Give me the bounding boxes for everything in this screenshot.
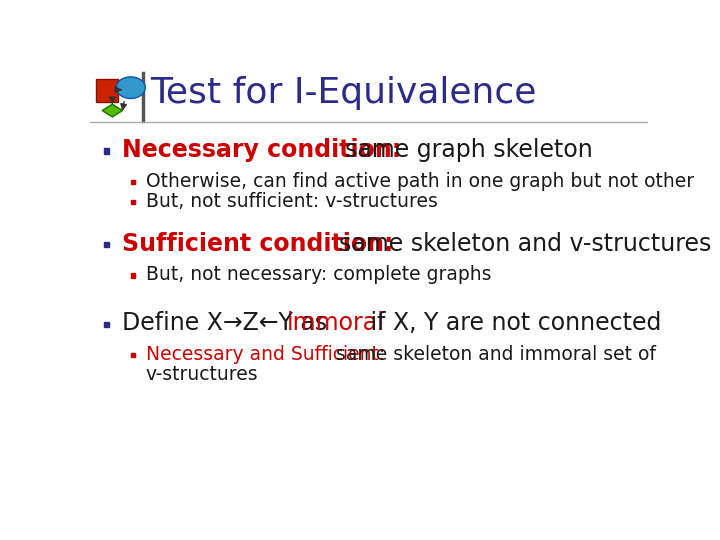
FancyBboxPatch shape xyxy=(131,273,135,278)
Text: Necessary and Sufficient:: Necessary and Sufficient: xyxy=(145,345,391,364)
Text: Sufficient condition:: Sufficient condition: xyxy=(122,232,402,255)
Text: Test for I-Equivalence: Test for I-Equivalence xyxy=(150,76,536,110)
Text: immoral: immoral xyxy=(287,312,385,335)
FancyBboxPatch shape xyxy=(131,200,135,204)
Text: Necessary condition:: Necessary condition: xyxy=(122,138,410,162)
Text: But, not necessary: complete graphs: But, not necessary: complete graphs xyxy=(145,265,491,284)
Text: Define X→Z←Y as: Define X→Z←Y as xyxy=(122,312,335,335)
Text: same skeleton and immoral set of: same skeleton and immoral set of xyxy=(336,345,656,364)
FancyBboxPatch shape xyxy=(96,79,118,102)
Text: But, not sufficient: v-structures: But, not sufficient: v-structures xyxy=(145,192,438,211)
FancyBboxPatch shape xyxy=(104,242,109,247)
Polygon shape xyxy=(102,104,122,117)
Text: v-structures: v-structures xyxy=(145,365,258,384)
Text: same graph skeleton: same graph skeleton xyxy=(345,138,593,162)
FancyBboxPatch shape xyxy=(131,353,135,357)
Text: Otherwise, can find active path in one graph but not other: Otherwise, can find active path in one g… xyxy=(145,172,694,191)
Circle shape xyxy=(116,77,145,98)
FancyBboxPatch shape xyxy=(131,180,135,184)
FancyBboxPatch shape xyxy=(104,148,109,154)
FancyBboxPatch shape xyxy=(104,322,109,327)
Text: same skeleton and v-structures: same skeleton and v-structures xyxy=(339,232,711,255)
Text: if X, Y are not connected: if X, Y are not connected xyxy=(363,312,661,335)
